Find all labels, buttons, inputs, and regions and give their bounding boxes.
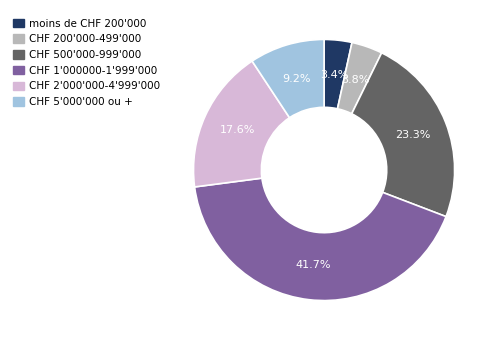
Wedge shape xyxy=(193,61,290,187)
Wedge shape xyxy=(337,42,382,114)
Text: 3.8%: 3.8% xyxy=(341,75,370,85)
Wedge shape xyxy=(252,39,324,118)
Wedge shape xyxy=(194,178,446,301)
Text: 9.2%: 9.2% xyxy=(282,74,311,84)
Wedge shape xyxy=(352,53,455,217)
Legend: moins de CHF 200'000, CHF 200'000-499'000, CHF 500'000-999'000, CHF 1'000000-1'9: moins de CHF 200'000, CHF 200'000-499'00… xyxy=(10,15,163,110)
Text: 3.4%: 3.4% xyxy=(320,70,349,80)
Wedge shape xyxy=(324,39,352,109)
Text: 17.6%: 17.6% xyxy=(219,125,255,135)
Text: 23.3%: 23.3% xyxy=(395,130,431,140)
Text: 41.7%: 41.7% xyxy=(295,260,330,270)
